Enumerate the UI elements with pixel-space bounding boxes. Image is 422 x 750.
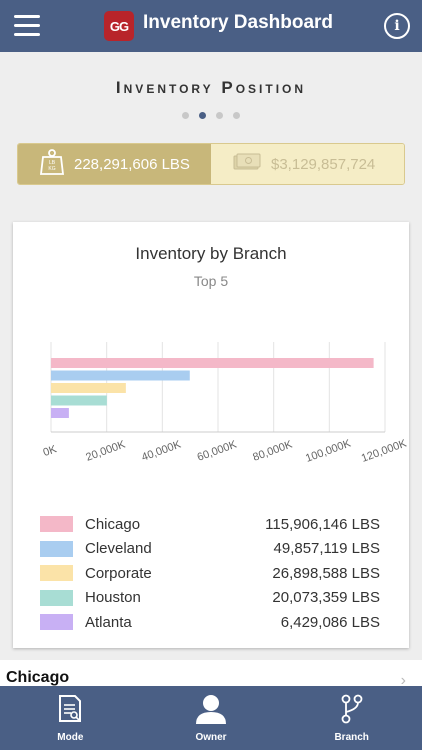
legend-value: 49,857,119 LBS: [273, 540, 380, 558]
branch-icon: [339, 694, 365, 729]
bottom-nav: Mode Owner Branch: [0, 686, 422, 750]
nav-mode[interactable]: Mode: [0, 686, 141, 750]
page-dot-active[interactable]: [199, 112, 206, 119]
nav-owner[interactable]: Owner: [141, 686, 282, 750]
bar-cleveland: [51, 370, 190, 381]
legend-label: Atlanta: [85, 613, 132, 631]
page-indicator: [0, 112, 422, 119]
legend-item[interactable]: Corporate 26,898,588 LBS: [40, 561, 380, 586]
x-tick-label: 80,000K: [251, 438, 294, 464]
weight-icon-kg: KG: [48, 166, 55, 172]
legend-item[interactable]: Houston 20,073,359 LBS: [40, 586, 380, 611]
nav-mode-label: Mode: [57, 732, 84, 743]
weight-icon-lb: LB: [49, 160, 56, 166]
bar-chart: 0K 20,000K 40,000K 60,000K 80,000K 100,000K 12…: [42, 342, 409, 465]
section-title: Inventory Position: [115, 78, 307, 97]
bar-houston: [51, 395, 107, 406]
legend-label: Corporate: [85, 564, 152, 582]
value-metric-button[interactable]: $3,129,857,724: [211, 144, 404, 184]
legend-value: 115,906,146 LBS: [265, 515, 380, 533]
x-tick-label: 0K: [42, 443, 59, 459]
value-total: $3,129,857,724: [271, 155, 376, 173]
chart-card: Inventory by Branch Top 5 0K 20,000K 40,00…: [13, 222, 409, 648]
legend-label: Chicago: [85, 515, 141, 533]
money-icon: [233, 153, 261, 176]
legend-label: Houston: [85, 589, 141, 607]
menu-icon[interactable]: [14, 15, 40, 37]
page-dot[interactable]: [182, 112, 189, 119]
x-tick-label: 100,000K: [304, 437, 353, 465]
bar-atlanta: [51, 408, 69, 418]
legend-swatch: [40, 540, 73, 557]
x-tick-label: 20,000K: [84, 438, 127, 464]
legend-swatch: [40, 589, 73, 606]
x-tick-label: 40,000K: [140, 438, 183, 464]
legend-item[interactable]: Atlanta 6,429,086 LBS: [40, 610, 380, 635]
nav-owner-label: Owner: [195, 732, 227, 743]
chart-title: Inventory by Branch: [135, 244, 287, 263]
legend-swatch: [40, 565, 73, 582]
app-title: Inventory Dashboard: [143, 12, 334, 33]
branch-list-item[interactable]: Chicago ›: [0, 660, 422, 690]
nav-branch[interactable]: Branch: [281, 686, 422, 750]
weight-total: 228,291,606 LBS: [74, 155, 190, 173]
legend-label: Cleveland: [85, 540, 152, 558]
info-icon[interactable]: i: [384, 13, 410, 39]
weight-icon: LB KG: [39, 148, 65, 180]
legend-item[interactable]: Chicago 115,906,146 LBS: [40, 512, 380, 537]
chevron-right-icon: ›: [400, 672, 406, 689]
chart-subtitle: Top 5: [193, 273, 229, 289]
legend-value: 26,898,588 LBS: [272, 564, 380, 582]
legend-item[interactable]: Cleveland 49,857,119 LBS: [40, 537, 380, 562]
branch-list-item-name: Chicago: [6, 669, 70, 686]
person-icon: [194, 694, 228, 729]
legend-swatch: [40, 516, 73, 533]
x-tick-label: 120,000K: [360, 437, 409, 465]
app-header: GG Inventory Dashboard i: [0, 0, 422, 52]
legend-value: 20,073,359 LBS: [272, 589, 380, 607]
chart-legend: Chicago 115,906,146 LBS Cleveland 49,857,11…: [40, 512, 380, 635]
page-dot[interactable]: [216, 112, 223, 119]
legend-swatch: [40, 614, 73, 631]
legend-value: 6,429,086 LBS: [280, 613, 380, 631]
app-logo: GG: [104, 11, 134, 41]
nav-branch-label: Branch: [334, 732, 369, 743]
page-dot[interactable]: [233, 112, 240, 119]
bar-corporate: [51, 383, 126, 393]
metric-toggle: LB KG 228,291,606 LBS $3,129,857,724: [17, 143, 405, 185]
weight-metric-button[interactable]: LB KG 228,291,606 LBS: [18, 144, 211, 184]
bar-chicago: [51, 358, 374, 368]
document-icon: [57, 694, 83, 729]
x-tick-label: 60,000K: [196, 438, 239, 464]
